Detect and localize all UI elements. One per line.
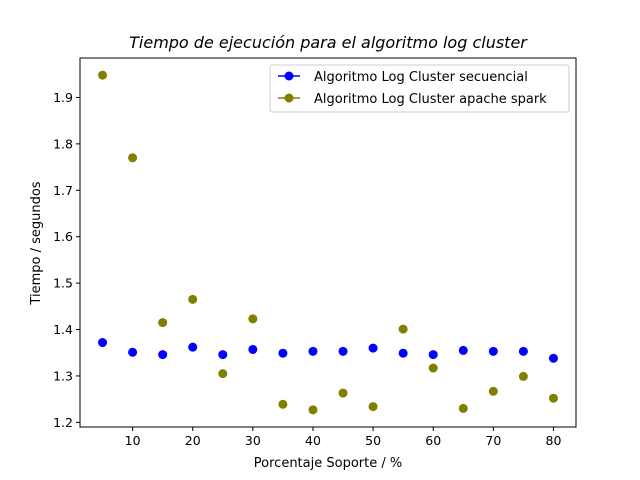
x-tick-label: 40 [305, 433, 321, 448]
data-point-spark [548, 393, 558, 403]
data-point-spark [128, 153, 138, 163]
data-point-secuencial [98, 338, 108, 348]
data-point-spark [158, 318, 168, 328]
data-point-spark [308, 405, 318, 415]
data-point-secuencial [368, 343, 378, 353]
data-point-spark [428, 363, 438, 373]
data-point-spark [458, 403, 468, 413]
x-tick-label: 80 [546, 433, 562, 448]
data-point-spark [368, 402, 378, 412]
x-axis-label: Porcentaje Soporte / % [254, 456, 402, 471]
y-tick-label: 1.4 [53, 322, 73, 337]
y-tick-label: 1.5 [53, 276, 73, 291]
data-point-spark [278, 399, 288, 409]
y-tick-label: 1.8 [53, 136, 73, 151]
data-point-secuencial [248, 344, 258, 354]
data-point-spark [248, 314, 258, 324]
legend-label-spark: Algoritmo Log Cluster apache spark [314, 92, 547, 107]
y-tick-label: 1.3 [53, 368, 73, 383]
data-point-spark [338, 388, 348, 398]
x-tick-label: 30 [245, 433, 261, 448]
data-point-secuencial [158, 350, 168, 360]
x-tick-label: 60 [425, 433, 441, 448]
data-point-spark [218, 369, 228, 379]
data-point-secuencial [338, 346, 348, 356]
y-tick-label: 1.9 [53, 90, 73, 105]
data-point-secuencial [398, 348, 408, 358]
y-tick-label: 1.7 [53, 183, 73, 198]
x-tick-label: 50 [365, 433, 381, 448]
data-point-secuencial [188, 342, 198, 352]
x-tick-label: 20 [185, 433, 201, 448]
y-tick-label: 1.6 [53, 229, 73, 244]
data-point-spark [488, 386, 498, 396]
data-point-secuencial [458, 345, 468, 355]
legend-marker-spark [284, 93, 294, 103]
data-point-secuencial [548, 353, 558, 363]
plot-area: 10 20 30 40 50 60 70 80 1.2 1.3 1.4 1.5 1.6 1.7 1.8 1.9 [53, 57, 577, 448]
data-point-secuencial [428, 350, 438, 360]
y-axis-label: Tiempo / segundos [29, 181, 44, 305]
y-tick-label: 1.2 [53, 415, 73, 430]
legend-label-secuencial: Algoritmo Log Cluster secuencial [314, 70, 528, 85]
data-point-secuencial [488, 346, 498, 356]
plot-frame [79, 57, 577, 428]
data-point-spark [188, 294, 198, 304]
legend-box [269, 64, 570, 113]
x-tick-label: 70 [485, 433, 501, 448]
data-point-spark [98, 70, 108, 80]
legend-marker-secuencial [284, 71, 294, 81]
x-tick-label: 10 [125, 433, 141, 448]
data-point-spark [398, 324, 408, 334]
data-point-spark [518, 371, 528, 381]
data-point-secuencial [518, 346, 528, 356]
data-point-secuencial [218, 350, 228, 360]
chart-title: Tiempo de ejecución para el algoritmo lo… [129, 33, 528, 52]
legend: Algoritmo Log Cluster secuencial Algorit… [269, 64, 570, 113]
data-point-secuencial [128, 347, 138, 357]
data-point-secuencial [278, 348, 288, 358]
data-point-secuencial [308, 346, 318, 356]
